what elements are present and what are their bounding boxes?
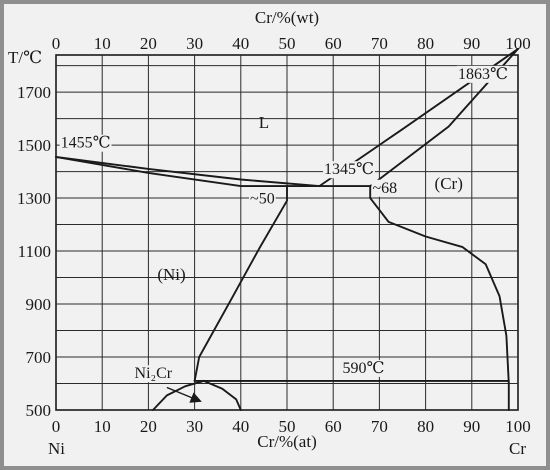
x-bottom-tick-label: 30: [186, 417, 203, 436]
ni2cr-arrow: [166, 386, 202, 403]
annotation-background: [249, 190, 276, 208]
annotation-background: [59, 134, 112, 152]
annotation-label: Ni₂Cr: [135, 365, 173, 382]
x-bottom-tick-label: 10: [94, 417, 111, 436]
x-bottom-tick-label: 0: [52, 417, 61, 436]
bottom-axis-label: Cr/%(at): [257, 432, 316, 451]
annotation-background: [341, 359, 386, 377]
x-bottom-tick-label: 20: [140, 417, 157, 436]
annotation-label: 590℃: [342, 360, 384, 377]
phase-label: (Cr): [435, 174, 463, 193]
x-top-tick-label: 60: [325, 34, 342, 53]
y-tick-label: 700: [26, 348, 52, 367]
x-top-tick-label: 30: [186, 34, 203, 53]
annotation-label: ~50: [250, 190, 275, 207]
y-tick-label: 500: [26, 401, 52, 420]
y-axis-label: T/℃: [8, 48, 42, 67]
x-bottom-tick-label: 60: [325, 417, 342, 436]
phase-boundary-curve: [202, 379, 242, 411]
x-bottom-tick-label: 70: [371, 417, 388, 436]
diagram-sheet: [4, 4, 546, 466]
annotation-background: [371, 179, 399, 197]
x-top-tick-label: 0: [52, 34, 61, 53]
annotation-label: 1455℃: [61, 135, 111, 152]
x-bottom-tick-label: 90: [463, 417, 480, 436]
y-tick-label: 1500: [17, 136, 51, 155]
x-top-tick-label: 70: [371, 34, 388, 53]
x-top-tick-label: 10: [94, 34, 111, 53]
y-tick-label: 1700: [17, 83, 51, 102]
phase-label: L: [259, 113, 269, 132]
annotation-background: [322, 161, 375, 179]
phase-boundary-curve: [369, 185, 510, 411]
left-end-label-ni: Ni: [48, 439, 65, 458]
phase-boundary-curve: [152, 379, 205, 411]
top-axis-label: Cr/%(wt): [255, 8, 319, 27]
grid: [55, 54, 519, 411]
annotation-background: [456, 65, 509, 83]
x-top-tick-label: 90: [463, 34, 480, 53]
annotation-label: 1863℃: [458, 66, 508, 83]
annotation-label: ~68: [372, 180, 397, 197]
x-bottom-tick-label: 80: [417, 417, 434, 436]
x-top-tick-label: 20: [140, 34, 157, 53]
x-bottom-tick-label: 100: [505, 417, 531, 436]
right-end-label-cr: Cr: [509, 439, 526, 458]
x-top-tick-label: 50: [279, 34, 296, 53]
chart-labels: 0 10 20 30 40 50 60 70 80 90 100 0 10 20 30 40 50 60 70 80 9…: [8, 8, 531, 458]
phase-boundary-curve: [55, 156, 288, 188]
x-top-tick-label: 80: [417, 34, 434, 53]
phase-label: (Ni): [157, 265, 185, 284]
phase-boundary-curve: [193, 185, 288, 382]
y-tick-label: 1100: [18, 242, 51, 261]
phase-boundary-curve: [55, 156, 321, 188]
annotation-background: [133, 365, 174, 383]
y-tick-label: 900: [26, 295, 52, 314]
x-bottom-tick-label: 40: [232, 417, 249, 436]
y-tick-label: 1300: [17, 189, 51, 208]
annotation-label: 1345℃: [324, 161, 374, 178]
x-top-tick-label: 100: [505, 34, 531, 53]
x-top-tick-label: 40: [232, 34, 249, 53]
x-bottom-tick-label: 50: [279, 417, 296, 436]
